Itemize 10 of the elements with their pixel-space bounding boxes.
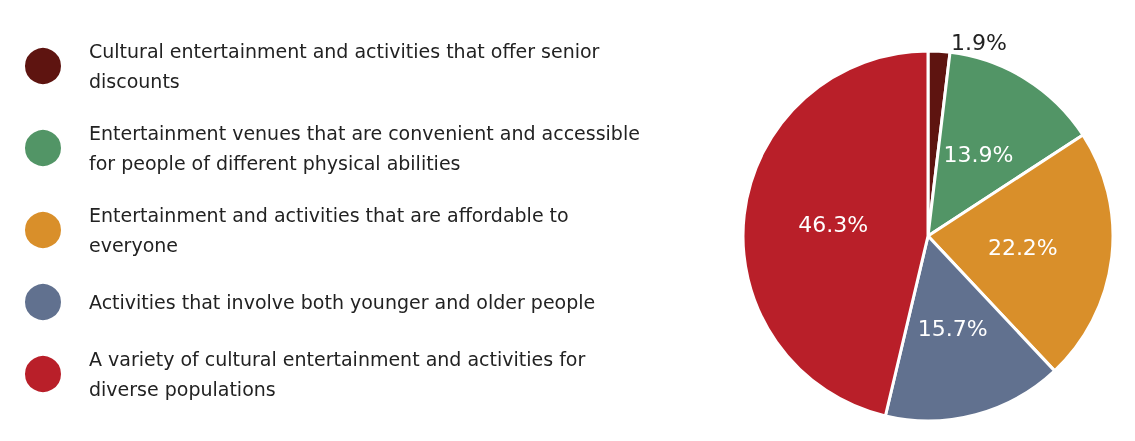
- legend-label: Entertainment venues that are convenient and accessible for people of different physical abilities: [89, 122, 646, 174]
- data-label: 22.2%: [987, 234, 1058, 260]
- legend-label: A variety of cultural entertainment and activities for diverse populations: [89, 348, 592, 400]
- data-label: 1.9%: [950, 29, 1007, 55]
- data-label: 13.9%: [943, 142, 1014, 168]
- legend-label: Activities that involve both younger and older people: [89, 291, 596, 313]
- legend-label: Cultural entertainment and activities that offer senior discounts: [89, 40, 606, 92]
- data-label: 15.7%: [917, 315, 988, 341]
- legend-label: Entertainment and activities that are affordable to everyone: [89, 204, 575, 256]
- data-label: 46.3%: [798, 212, 869, 238]
